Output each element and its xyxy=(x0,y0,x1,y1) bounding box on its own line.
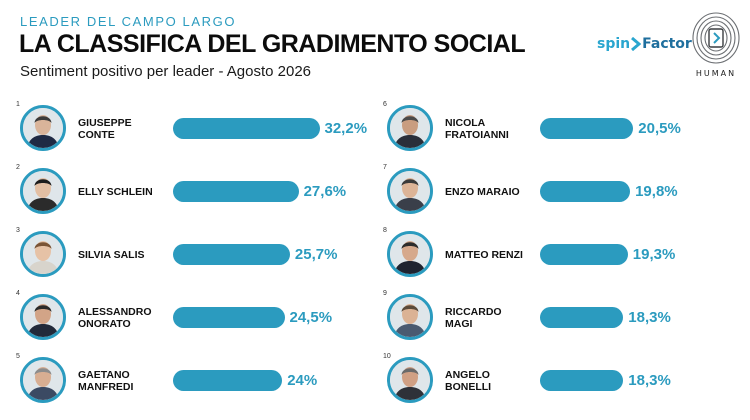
bar xyxy=(173,118,320,139)
rank-number: 2 xyxy=(16,164,20,171)
rank-number: 6 xyxy=(383,101,387,108)
bar xyxy=(173,244,290,265)
rank-number: 4 xyxy=(16,290,20,297)
spinfactor-logo-text-b: Factor xyxy=(642,36,692,52)
bar xyxy=(173,370,283,391)
chevron-right-icon xyxy=(631,37,642,51)
value-label: 25,7% xyxy=(294,246,338,263)
leader-name: NICOLA FRATOIANNI xyxy=(445,117,509,141)
leader-row: 5 GAETANO MANFREDI 24% xyxy=(16,353,356,409)
leader-name: MATTEO RENZI xyxy=(445,249,523,261)
rank-number: 8 xyxy=(383,227,387,234)
spinfactor-logo: spin Factor xyxy=(597,34,692,54)
portrait-bonelli xyxy=(387,357,433,403)
portrait-manfredi xyxy=(20,357,66,403)
rank-number: 1 xyxy=(16,101,20,108)
value-label: 18,3% xyxy=(628,309,671,326)
kicker: LEADER DEL CAMPO LARGO xyxy=(20,14,237,29)
leader-row: 2 ELLY SCHLEIN 27,6% xyxy=(16,164,356,220)
value-label: 19,8% xyxy=(635,183,678,200)
leader-row: 4 ALESSANDRO ONORATO 24,5% xyxy=(16,290,356,346)
rank-number: 10 xyxy=(383,353,391,360)
value-label: 20,5% xyxy=(638,120,681,137)
leader-name: GIUSEPPE CONTE xyxy=(78,117,132,141)
leader-name: ANGELO BONELLI xyxy=(445,369,492,393)
rank-number: 9 xyxy=(383,290,387,297)
human-logo-text: HUMAN xyxy=(695,69,737,78)
bar xyxy=(540,181,631,202)
leader-name: RICCARDO MAGI xyxy=(445,306,502,330)
leader-name: ELLY SCHLEIN xyxy=(78,186,153,198)
portrait-magi xyxy=(387,294,433,340)
portrait-onorato xyxy=(20,294,66,340)
rank-number: 7 xyxy=(383,164,387,171)
bar xyxy=(540,370,624,391)
spinfactor-logo-text-a: spin xyxy=(597,36,631,52)
leader-row: 6 NICOLA FRATOIANNI 20,5% xyxy=(383,101,723,157)
leader-row: 9 RICCARDO MAGI 18,3% xyxy=(383,290,723,346)
leader-row: 7 ENZO MARAIO 19,8% xyxy=(383,164,723,220)
portrait-schlein xyxy=(20,168,66,214)
bar xyxy=(173,307,285,328)
rank-number: 5 xyxy=(16,353,20,360)
fingerprint-icon xyxy=(692,12,740,64)
leader-name: ENZO MARAIO xyxy=(445,186,520,198)
rank-number: 3 xyxy=(16,227,20,234)
leader-name: ALESSANDRO ONORATO xyxy=(78,306,152,330)
portrait-conte xyxy=(20,105,66,151)
portrait-fratoianni xyxy=(387,105,433,151)
subtitle: Sentiment positivo per leader - Agosto 2… xyxy=(20,63,312,80)
bar xyxy=(540,307,624,328)
portrait-renzi xyxy=(387,231,433,277)
portrait-maraio xyxy=(387,168,433,214)
value-label: 19,3% xyxy=(632,246,676,263)
leader-name: SILVIA SALIS xyxy=(78,249,145,261)
bar xyxy=(540,244,628,265)
bar xyxy=(173,181,299,202)
leader-row: 8 MATTEO RENZI 19,3% xyxy=(383,227,723,283)
leader-row: 10 ANGELO BONELLI 18,3% xyxy=(383,353,723,409)
bar xyxy=(540,118,634,139)
portrait-salis xyxy=(20,231,66,277)
page-title: LA CLASSIFICA DEL GRADIMENTO SOCIAL xyxy=(19,30,526,58)
value-label: 24% xyxy=(287,372,318,389)
value-label: 32,2% xyxy=(324,120,368,137)
leader-row: 1 GIUSEPPE CONTE 32,2% xyxy=(16,101,367,157)
value-label: 24,5% xyxy=(289,309,333,326)
value-label: 18,3% xyxy=(628,372,671,389)
human-logo: HUMAN xyxy=(690,12,742,82)
value-label: 27,6% xyxy=(303,183,347,200)
leader-row: 3 SILVIA SALIS 25,7% xyxy=(16,227,356,283)
leader-name: GAETANO MANFREDI xyxy=(78,369,134,393)
